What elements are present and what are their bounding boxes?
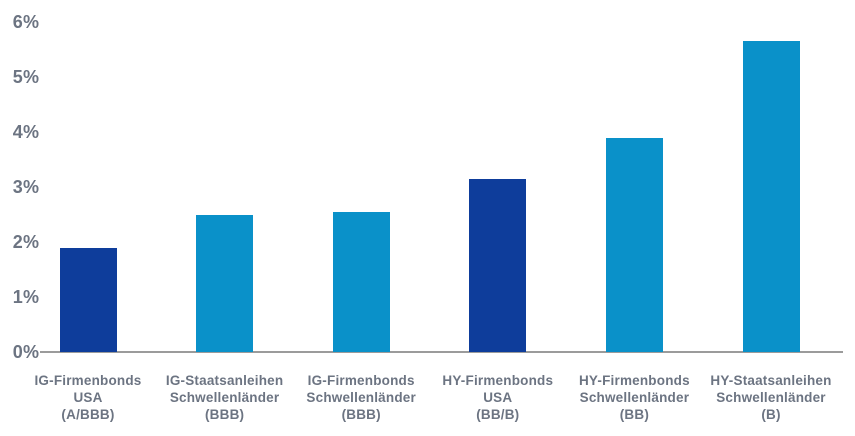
x-category-label: HY-Staatsanleihen Schwellenländer (B) bbox=[710, 373, 832, 422]
bar bbox=[59, 247, 117, 352]
x-category-label: IG-Firmenbonds Schwellenländer (BBB) bbox=[306, 373, 416, 422]
y-tick-label: 5% bbox=[12, 67, 40, 87]
bar bbox=[469, 178, 527, 352]
bar bbox=[742, 41, 800, 352]
bar bbox=[332, 211, 390, 352]
x-axis-line bbox=[40, 351, 843, 353]
x-category-label: HY-Firmenbonds Schwellenländer (BB) bbox=[578, 373, 690, 422]
x-category-label: IG-Staatsanleihen Schwellenländer (BBB) bbox=[165, 373, 284, 422]
x-category-label: IG-Firmenbonds USA (A/BBB) bbox=[34, 373, 142, 422]
bar bbox=[605, 137, 663, 352]
y-tick-label: 4% bbox=[12, 122, 40, 142]
x-category-label: HY-Firmenbonds USA (BB/B) bbox=[442, 373, 554, 422]
y-tick-label: 0% bbox=[12, 342, 40, 362]
y-tick-label: 3% bbox=[12, 177, 40, 197]
y-tick-label: 1% bbox=[12, 287, 40, 307]
bar bbox=[196, 214, 254, 352]
y-tick-label: 2% bbox=[12, 232, 40, 252]
y-tick-label: 6% bbox=[12, 12, 40, 32]
